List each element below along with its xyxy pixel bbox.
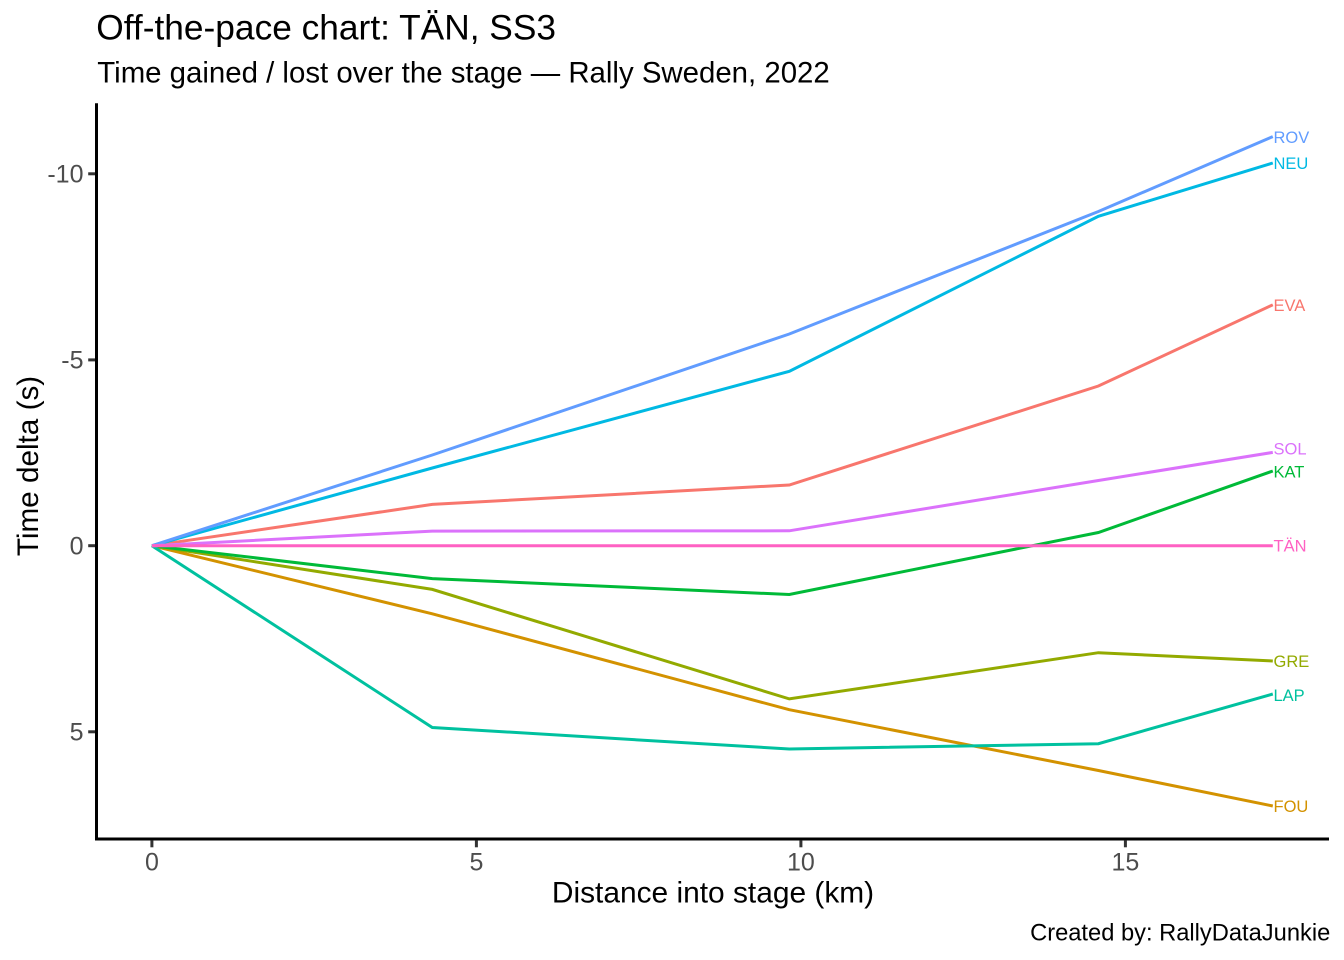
svg-text:LAP: LAP bbox=[1274, 687, 1305, 705]
svg-text:FOU: FOU bbox=[1274, 798, 1309, 816]
svg-text:5: 5 bbox=[70, 718, 84, 746]
svg-text:Created by: RallyDataJunkie: Created by: RallyDataJunkie bbox=[1030, 921, 1330, 947]
svg-text:ROV: ROV bbox=[1274, 129, 1310, 147]
svg-text:KAT: KAT bbox=[1274, 464, 1305, 482]
svg-text:SOL: SOL bbox=[1274, 441, 1307, 459]
svg-text:TÄN: TÄN bbox=[1274, 538, 1307, 556]
svg-text:-5: -5 bbox=[61, 347, 83, 375]
svg-text:Distance into stage (km): Distance into stage (km) bbox=[552, 877, 874, 910]
svg-text:Time delta (s): Time delta (s) bbox=[12, 376, 45, 556]
svg-text:Time gained / lost over the st: Time gained / lost over the stage — Rall… bbox=[97, 57, 829, 90]
svg-text:GRE: GRE bbox=[1274, 653, 1310, 671]
svg-text:5: 5 bbox=[469, 848, 483, 876]
svg-text:0: 0 bbox=[145, 848, 159, 876]
svg-text:NEU: NEU bbox=[1274, 155, 1309, 173]
svg-text:15: 15 bbox=[1111, 848, 1139, 876]
svg-text:EVA: EVA bbox=[1274, 297, 1306, 315]
svg-text:-10: -10 bbox=[47, 160, 83, 188]
svg-text:0: 0 bbox=[70, 532, 84, 560]
svg-text:10: 10 bbox=[787, 848, 815, 876]
svg-text:Off-the-pace chart: TÄN, SS3: Off-the-pace chart: TÄN, SS3 bbox=[96, 8, 556, 47]
